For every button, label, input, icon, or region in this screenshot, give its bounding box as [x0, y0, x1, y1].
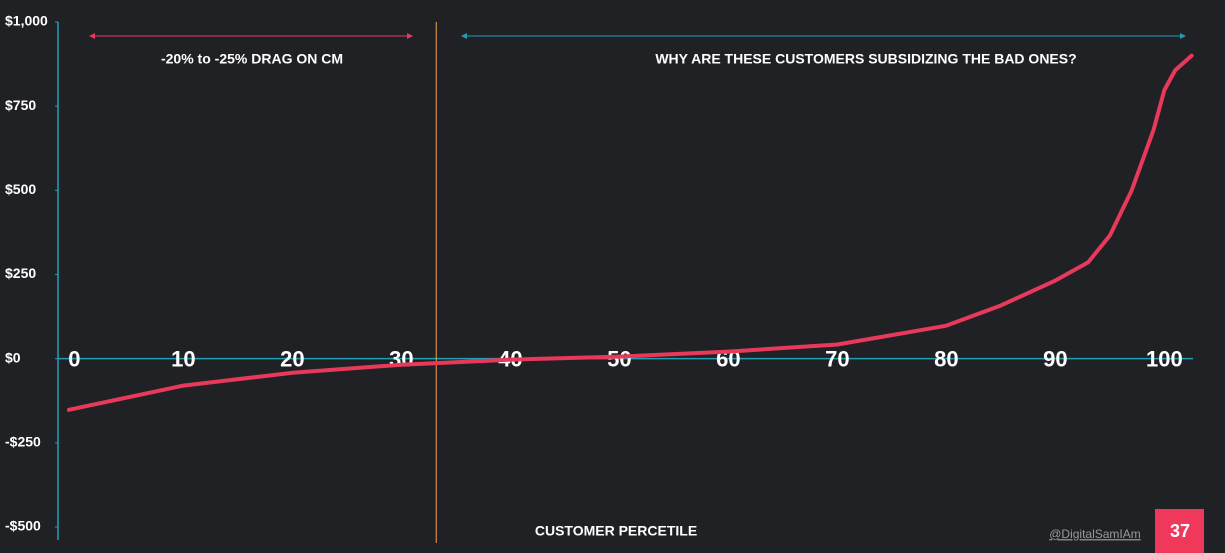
annotation: WHY ARE THESE CUSTOMERS SUBSIDIZING THE …: [655, 51, 1076, 67]
x-tick-label: 0: [68, 346, 80, 371]
x-tick-label: 70: [825, 346, 849, 371]
x-tick-label: 30: [389, 346, 413, 371]
x-tick-label: 90: [1043, 346, 1067, 371]
footer: @DigitalSamIAm: [1049, 527, 1141, 541]
x-tick-label: 80: [934, 346, 958, 371]
annotation: -20% to -25% DRAG ON CM: [161, 51, 343, 67]
line-series: [66, 53, 1194, 412]
y-tick-label: $250: [5, 265, 36, 281]
y-tick-label: -$250: [5, 434, 41, 450]
x-tick-label: 20: [280, 346, 304, 371]
y-tick-label: $750: [5, 97, 36, 113]
page-number: 37: [1170, 521, 1190, 541]
y-tick-label: -$500: [5, 518, 41, 534]
y-tick-label: $1,000: [5, 13, 48, 29]
page-badge: [1155, 509, 1204, 553]
x-tick-label: 100: [1146, 346, 1183, 371]
x-tick-label: 50: [607, 346, 631, 371]
y-tick-label: $0: [5, 349, 21, 365]
y-tick-label: $500: [5, 181, 36, 197]
x-tick-label: 10: [171, 346, 195, 371]
x-axis-label: CUSTOMER PERCETILE: [535, 523, 697, 539]
